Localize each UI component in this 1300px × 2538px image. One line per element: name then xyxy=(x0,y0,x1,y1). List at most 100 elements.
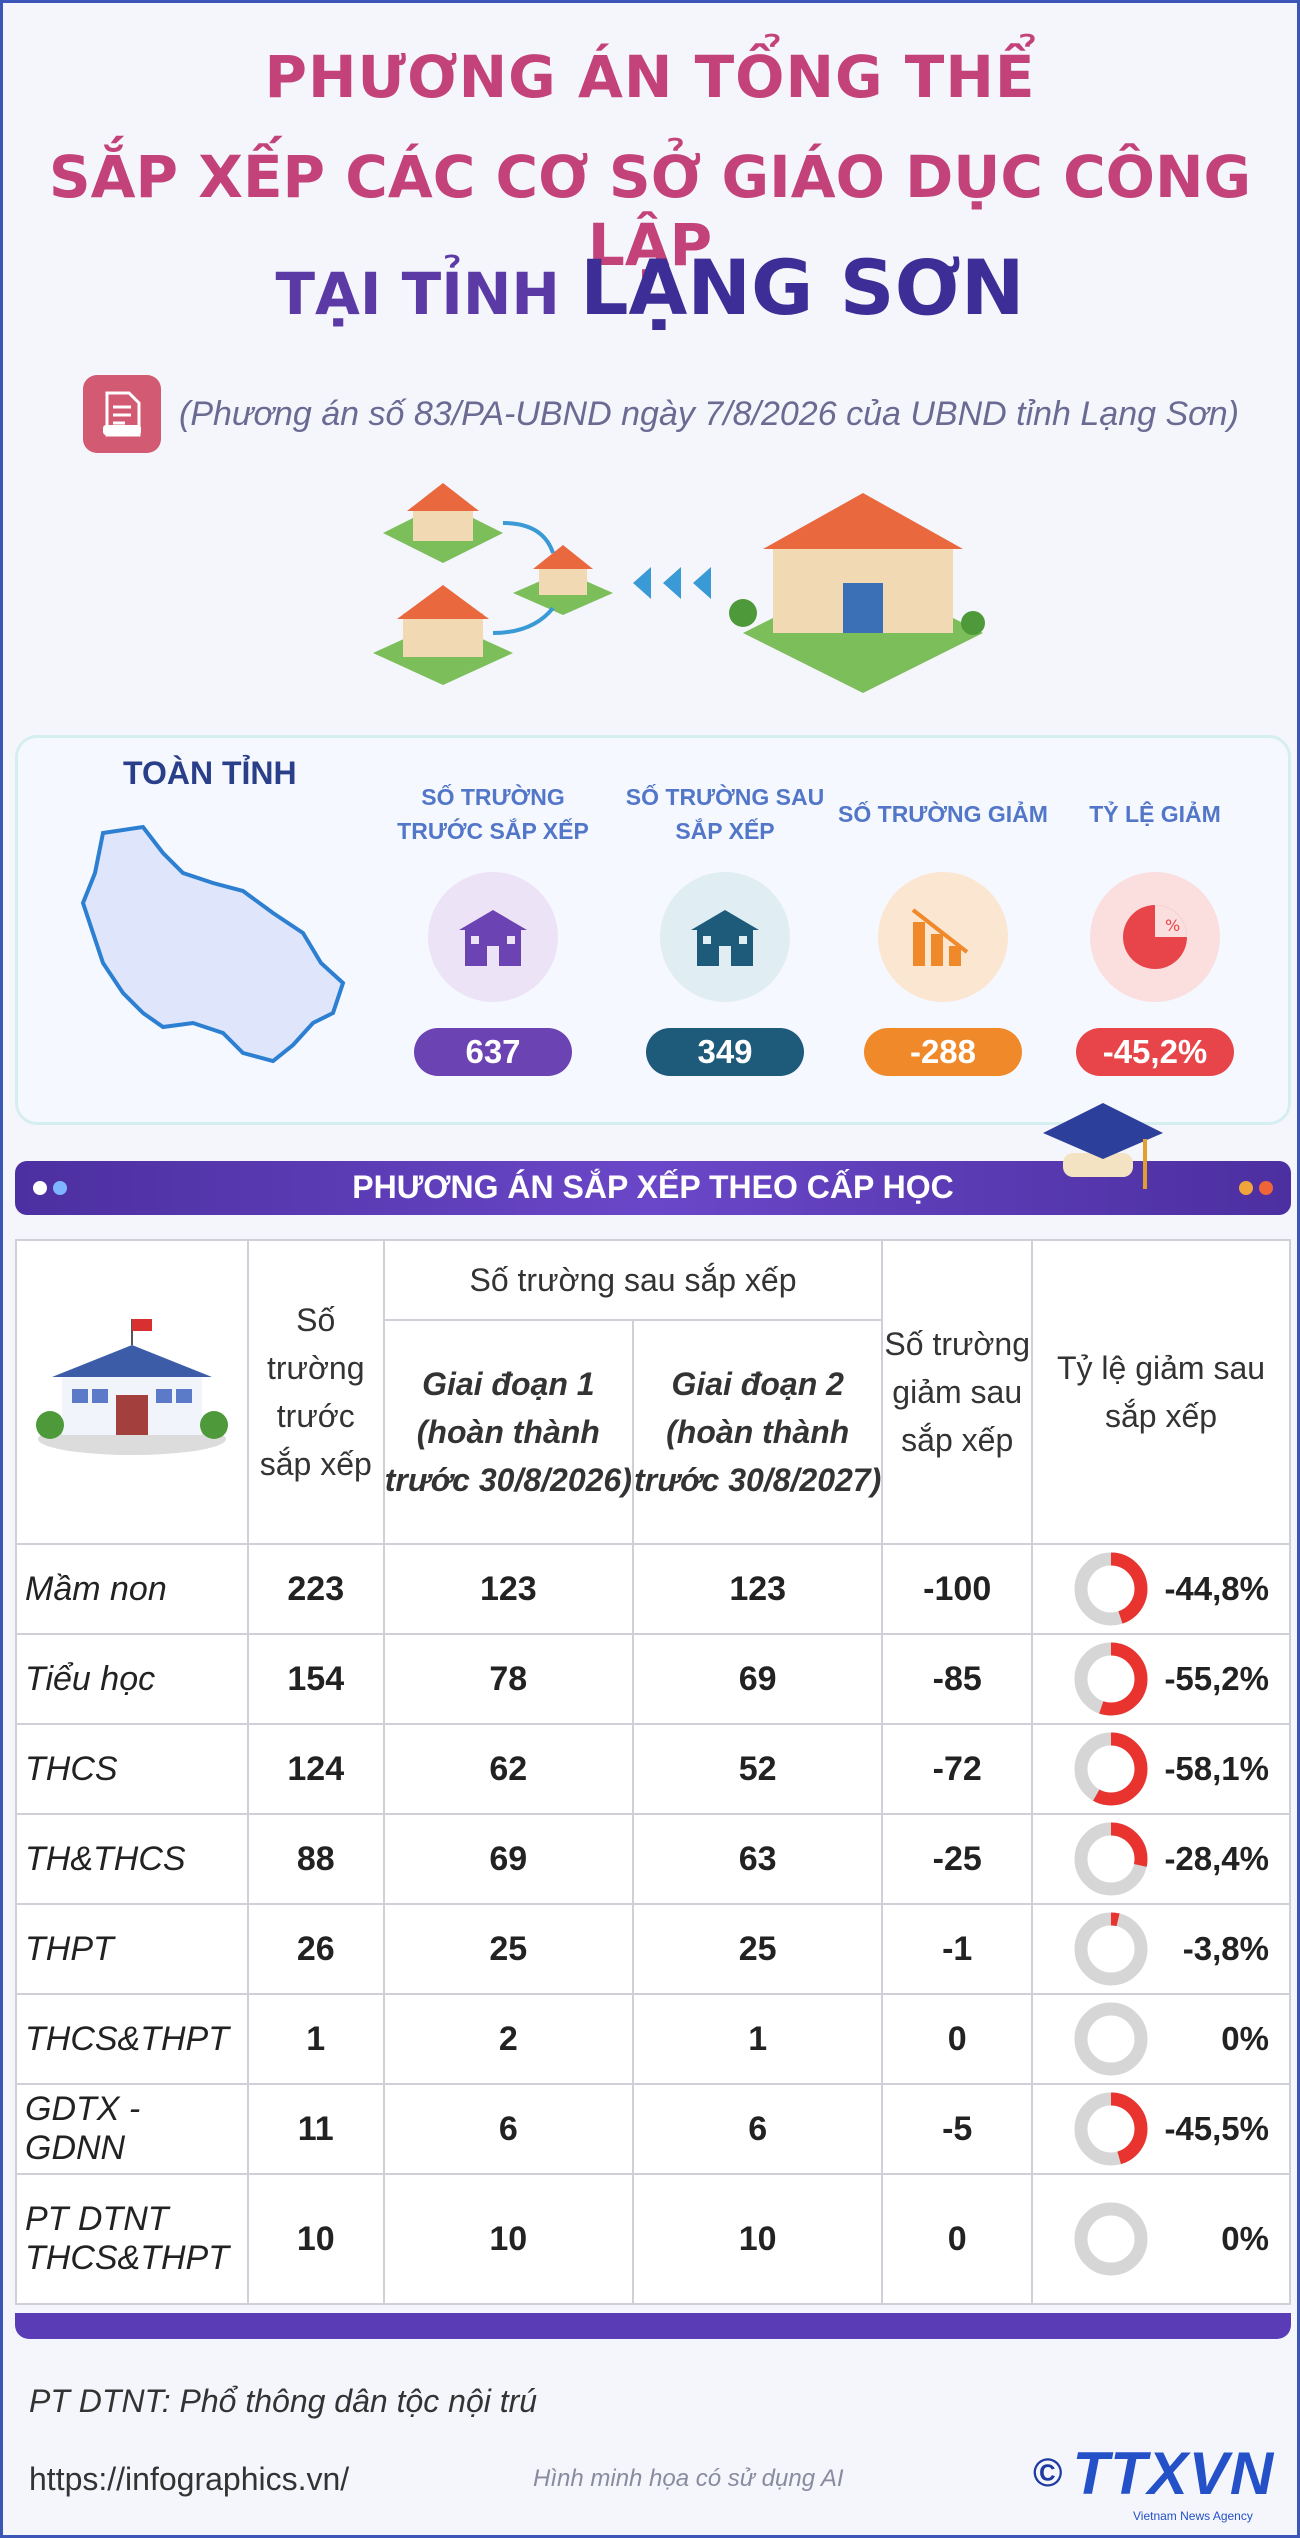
phase1-cell: 2 xyxy=(382,1993,635,2085)
reduction-donut xyxy=(1074,1552,1148,1626)
logo-subtext: Vietnam News Agency xyxy=(1133,2509,1253,2523)
reduction-donut xyxy=(1074,1822,1148,1896)
table-body: Mầm non 223 123 123 -100 -44,8% Tiểu học 154 78 6… xyxy=(15,1543,1291,2305)
stat-label: SỐ TRƯỜNG SAU SẮP XẾP xyxy=(625,784,825,844)
reduced-cell: -5 xyxy=(881,2083,1034,2175)
rate-cell: -28,4% xyxy=(1031,1813,1291,1905)
rate-value: -28,4% xyxy=(1164,1840,1269,1877)
header-rate: Tỷ lệ giảm sau sắp xếp xyxy=(1031,1239,1291,1545)
rate-value: -3,8% xyxy=(1182,1930,1269,1967)
stat-value: 349 xyxy=(646,1028,804,1076)
level-cell: THCS xyxy=(15,1723,249,1815)
rate-value: -45,5% xyxy=(1164,2110,1269,2147)
document-icon xyxy=(83,375,161,453)
decor-dot xyxy=(33,1181,47,1195)
donut-slice xyxy=(1074,1642,1148,1716)
school-arrangement-table: Số trường trước sắp xếp Số trường sau sắ… xyxy=(15,1239,1291,2305)
phase1-cell: 78 xyxy=(382,1633,635,1725)
level-cell: THPT xyxy=(15,1903,249,1995)
header-phase-1: Giai đoạn 1 (hoàn thành trước 30/8/2026) xyxy=(382,1319,635,1545)
reduction-donut xyxy=(1074,1642,1148,1716)
before-cell: 10 xyxy=(246,2173,385,2305)
reduced-cell: -72 xyxy=(881,1723,1034,1815)
donut-slice xyxy=(1074,1822,1148,1896)
reduction-donut xyxy=(1074,1732,1148,1806)
level-cell: Tiểu học xyxy=(15,1633,249,1725)
school-merge-illustration xyxy=(373,483,985,693)
phase1-cell: 62 xyxy=(382,1723,635,1815)
table-row: Tiểu học 154 78 69 -85 -55,2% xyxy=(15,1633,1291,1725)
reduced-cell: 0 xyxy=(881,1993,1034,2085)
phase2-cell: 25 xyxy=(631,1903,884,1995)
header-phase-2: Giai đoạn 2 (hoàn thành trước 30/8/2027) xyxy=(631,1319,884,1545)
before-cell: 1 xyxy=(246,1993,385,2085)
donut-slice xyxy=(1074,1732,1148,1806)
title-line-2: SẮP XẾP CÁC CƠ SỞ GIÁO DỤC CÔNG LẬP xyxy=(48,143,1252,279)
header-before: Số trường trước sắp xếp xyxy=(246,1239,385,1545)
rate-cell: 0% xyxy=(1031,2173,1291,2305)
reduced-cell: -85 xyxy=(881,1633,1034,1725)
phase1-cell: 69 xyxy=(382,1813,635,1905)
phase2-cell: 1 xyxy=(631,1993,884,2085)
decor-dot xyxy=(1239,1181,1253,1195)
footnote: PT DTNT: Phổ thông dân tộc nội trú xyxy=(29,2383,538,2419)
phase2-cell: 123 xyxy=(631,1543,884,1635)
donut-track xyxy=(1074,2002,1148,2076)
stat-rate: TỶ LỆ GIẢM % -45,2% xyxy=(1045,778,1265,1076)
reduced-cell: -1 xyxy=(881,1903,1034,1995)
phase2-cell: 6 xyxy=(631,2083,884,2175)
small-house-icon xyxy=(373,585,513,685)
small-house-icon xyxy=(513,545,613,615)
source-url[interactable]: https://infographics.vn/ xyxy=(29,2461,350,2497)
donut-slice xyxy=(1074,2092,1148,2166)
before-cell: 154 xyxy=(246,1633,385,1725)
school-icon xyxy=(660,872,790,1002)
stat-label: SỐ TRƯỜNG TRƯỚC SẮP XẾP xyxy=(397,784,589,844)
phase2-cell: 69 xyxy=(631,1633,884,1725)
section-banner: PHƯƠNG ÁN SẮP XẾP THEO CẤP HỌC xyxy=(15,1161,1291,1215)
level-cell: Mầm non xyxy=(15,1543,249,1635)
title-place: LẠNG SƠN xyxy=(580,243,1025,332)
subtitle-row: (Phương án số 83/PA-UBND ngày 7/8/2026 c… xyxy=(83,375,1239,453)
phase2-cell: 10 xyxy=(631,2173,884,2305)
header-image-cell xyxy=(15,1239,249,1545)
level-cell: GDTX - GDNN xyxy=(15,2083,249,2175)
before-cell: 124 xyxy=(246,1723,385,1815)
rate-value: -55,2% xyxy=(1164,1660,1269,1697)
decor-dot xyxy=(53,1181,67,1195)
phase1-cell: 10 xyxy=(382,2173,635,2305)
rate-value: 0% xyxy=(1221,2020,1269,2057)
table-row: THCS&THPT 1 2 1 0 0% xyxy=(15,1993,1291,2085)
reduction-donut xyxy=(1074,2092,1148,2166)
stat-reduced: SỐ TRƯỜNG GIẢM -288 xyxy=(833,778,1053,1076)
table-row: THPT 26 25 25 -1 -3,8% xyxy=(15,1903,1291,1995)
school-building-icon xyxy=(35,1318,228,1455)
rate-cell: -45,5% xyxy=(1031,2083,1291,2175)
title-prefix: TẠI TỈNH xyxy=(275,260,581,328)
rate-cell: 0% xyxy=(1031,1993,1291,2085)
donut-track xyxy=(1074,1912,1148,1986)
subtitle-text: (Phương án số 83/PA-UBND ngày 7/8/2026 c… xyxy=(179,394,1239,433)
donut-slice xyxy=(1074,1912,1148,1986)
header-after: Số trường sau sắp xếp xyxy=(382,1239,884,1321)
table-row: TH&THCS 88 69 63 -25 -28,4% xyxy=(15,1813,1291,1905)
donut-track xyxy=(1074,2202,1148,2276)
reduction-donut xyxy=(1074,1912,1148,1986)
decor-dot xyxy=(1259,1181,1273,1195)
before-cell: 11 xyxy=(246,2083,385,2175)
donut-slice xyxy=(1074,1552,1148,1626)
level-cell: TH&THCS xyxy=(15,1813,249,1905)
large-school-icon xyxy=(729,493,985,693)
before-cell: 223 xyxy=(246,1543,385,1635)
rate-cell: -44,8% xyxy=(1031,1543,1291,1635)
header-reduced: Số trường giảm sau sắp xếp xyxy=(881,1239,1034,1545)
before-cell: 26 xyxy=(246,1903,385,1995)
table-bottom-bar xyxy=(15,2313,1291,2339)
stat-value: -45,2% xyxy=(1076,1028,1234,1076)
table-row: PT DTNT THCS&THPT 10 10 10 0 0% xyxy=(15,2173,1291,2305)
phase1-cell: 6 xyxy=(382,2083,635,2175)
level-cell: PT DTNT THCS&THPT xyxy=(15,2173,249,2305)
bar-chart-down-icon xyxy=(878,872,1008,1002)
table-row: Mầm non 223 123 123 -100 -44,8% xyxy=(15,1543,1291,1635)
